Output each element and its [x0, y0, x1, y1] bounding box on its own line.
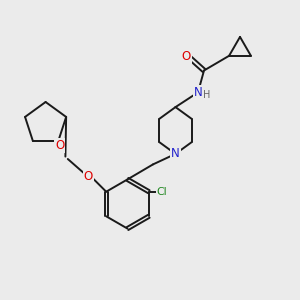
Text: O: O	[55, 139, 64, 152]
Text: O: O	[182, 50, 190, 63]
Text: N: N	[194, 86, 202, 99]
Text: O: O	[84, 170, 93, 184]
Text: H: H	[203, 90, 210, 100]
Text: N: N	[171, 147, 180, 161]
Text: Cl: Cl	[156, 187, 167, 197]
